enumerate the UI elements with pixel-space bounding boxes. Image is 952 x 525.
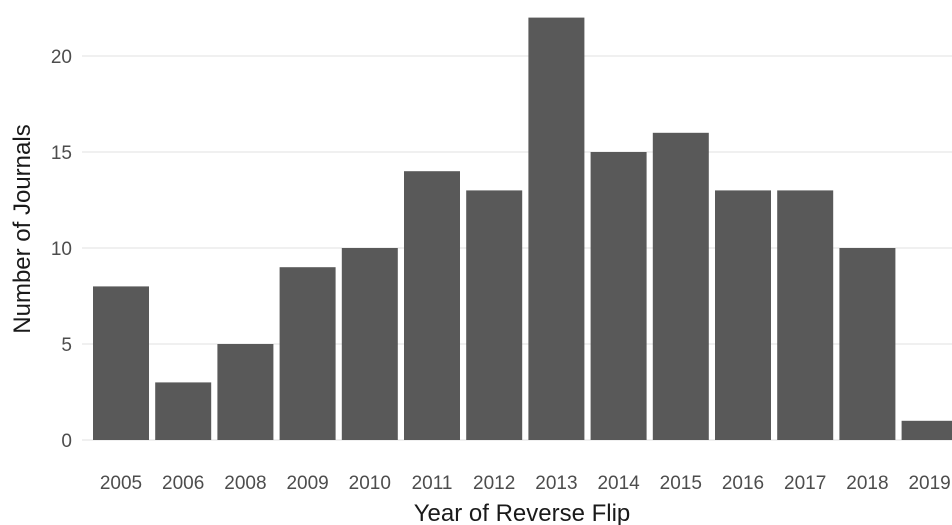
x-tick-label: 2009 xyxy=(286,473,328,494)
y-tick-label: 10 xyxy=(51,239,72,260)
x-tick-label: 2011 xyxy=(412,473,453,494)
bar-2014 xyxy=(590,152,647,440)
x-axis-title: Year of Reverse Flip xyxy=(414,500,631,525)
y-tick-label: 0 xyxy=(61,431,72,452)
bar-2016 xyxy=(715,190,771,440)
x-tick-label: 2014 xyxy=(597,473,640,494)
x-tick-label: 2019 xyxy=(908,473,950,494)
x-tick-labels: 2005 2006 2008 2009 2010 2011 2012 2013 2014 2015… xyxy=(100,473,951,494)
x-tick-label: 2015 xyxy=(660,473,702,494)
bars xyxy=(93,17,952,441)
x-tick-label: 2017 xyxy=(784,473,826,494)
x-tick-label: 2013 xyxy=(535,473,577,494)
bar-2009 xyxy=(279,267,336,440)
bar-2013 xyxy=(528,17,585,440)
x-tick-label: 2005 xyxy=(100,473,142,494)
x-tick-label: 2016 xyxy=(722,473,764,494)
bar-2017 xyxy=(777,190,834,440)
bar-2010 xyxy=(341,248,398,440)
bar-2019 xyxy=(901,420,952,440)
y-tick-label: 15 xyxy=(51,143,72,164)
x-tick-label: 2008 xyxy=(224,473,266,494)
x-tick-label: 2006 xyxy=(162,473,204,494)
bar-2008 xyxy=(217,344,274,440)
y-tick-labels: 0 5 10 15 20 xyxy=(51,47,72,452)
bar-2011 xyxy=(404,171,460,440)
y-axis-title: Number of Journals xyxy=(9,124,36,333)
x-tick-label: 2010 xyxy=(349,473,391,494)
y-tick-label: 5 xyxy=(61,335,72,356)
bar-2006 xyxy=(155,382,212,440)
bar-2018 xyxy=(839,248,896,440)
bar-2015 xyxy=(652,132,709,441)
y-tick-label: 20 xyxy=(51,47,72,68)
bar-2005 xyxy=(93,286,149,440)
bar-2012 xyxy=(466,190,523,440)
x-tick-label: 2018 xyxy=(846,473,888,494)
x-tick-label: 2012 xyxy=(473,473,515,494)
